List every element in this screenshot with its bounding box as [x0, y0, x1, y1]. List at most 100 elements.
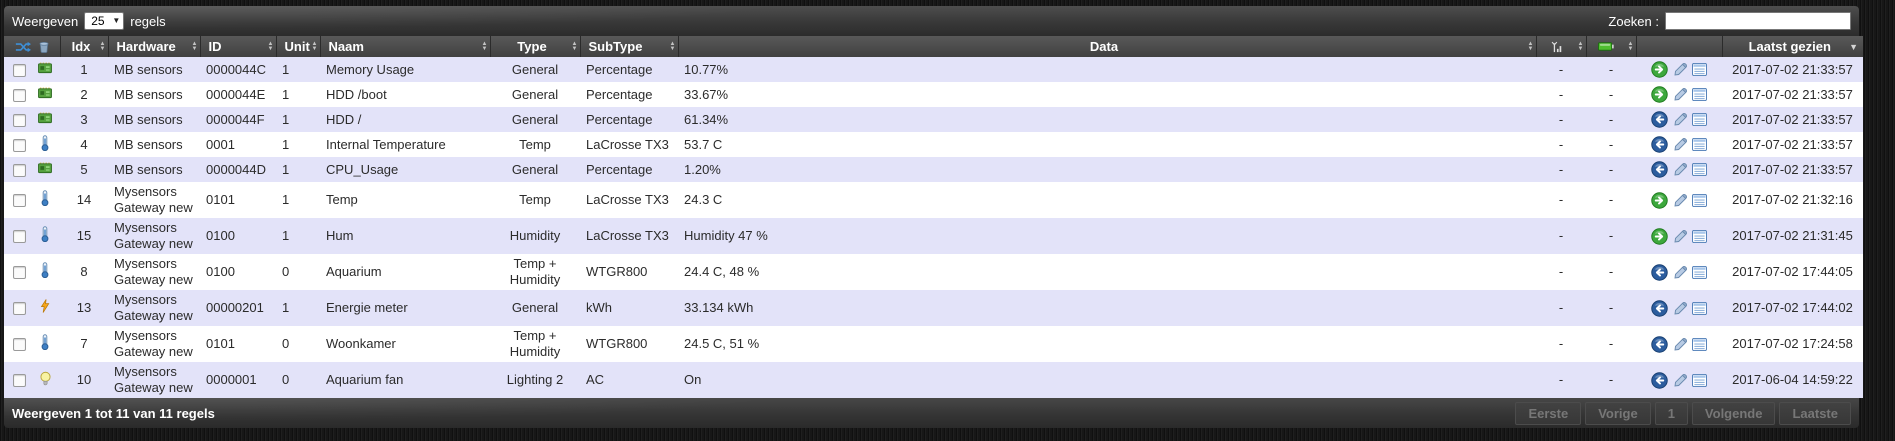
pagination-first-button[interactable]: Eerste [1515, 401, 1582, 425]
log-icon[interactable] [1692, 88, 1708, 102]
table-row[interactable]: 1 MB sensors 0000044C 1 Memory Usage Gen… [4, 57, 1863, 82]
arrow-left-blue-icon[interactable] [1651, 111, 1668, 128]
swap-icon[interactable] [15, 41, 31, 53]
row-checkbox[interactable] [12, 302, 26, 316]
row-checkbox[interactable] [12, 88, 26, 102]
row-checkbox[interactable] [12, 230, 26, 244]
pencil-icon[interactable] [1673, 138, 1687, 151]
column-header-signal[interactable]: ▲ ▼ [1535, 36, 1587, 57]
arrow-left-blue-icon[interactable] [1651, 263, 1668, 281]
rows-label: regels [130, 13, 166, 29]
arrow-left-blue-icon[interactable] [1651, 161, 1668, 178]
column-header-laatst-gezien[interactable]: Laatst gezien ▼ [1721, 36, 1863, 57]
pencil-icon[interactable] [1673, 193, 1687, 207]
table-row[interactable]: 7 Mysensors Gateway new 0101 0 Woonkamer… [4, 326, 1863, 362]
sort-icon: ▲ ▼ [669, 40, 676, 52]
arrow-left-blue-icon[interactable] [1651, 335, 1668, 353]
search-label: Zoeken : [1608, 13, 1659, 29]
log-icon[interactable] [1692, 229, 1708, 243]
cell-battery-level: - [1608, 86, 1614, 102]
table-header-row: Idx ▲ ▼ Hardware ▲ ▼ ID ▲ ▼ Unit ▲ ▼ Naam [4, 36, 1863, 57]
pagination-previous-button[interactable]: Vorige [1585, 401, 1651, 425]
cell-type: General [511, 86, 559, 102]
pencil-icon[interactable] [1673, 113, 1687, 126]
arrow-right-green-icon[interactable] [1651, 61, 1668, 78]
cell-hardware: Mysensors Gateway new [114, 220, 193, 251]
table-row[interactable]: 2 MB sensors 0000044E 1 HDD /boot Genera… [4, 82, 1863, 107]
column-header-type[interactable]: Type ▲ ▼ [489, 36, 581, 57]
cell-unit: 1 [282, 161, 290, 177]
table-row[interactable]: 5 MB sensors 0000044D 1 CPU_Usage Genera… [4, 157, 1863, 182]
cell-signal-level: - [1558, 86, 1564, 102]
column-header-battery[interactable]: ▲ ▼ [1585, 36, 1637, 57]
pencil-icon[interactable] [1673, 63, 1687, 76]
log-icon[interactable] [1692, 63, 1708, 77]
row-checkbox[interactable] [12, 338, 26, 352]
pagination-last-button[interactable]: Laatste [1779, 401, 1851, 425]
cell-type: Temp + Humidity [509, 328, 561, 359]
column-header-id[interactable]: ID ▲ ▼ [199, 36, 277, 57]
log-icon[interactable] [1692, 138, 1708, 152]
table-row[interactable]: 3 MB sensors 0000044F 1 HDD / General Pe… [4, 107, 1863, 132]
table-row[interactable]: 10 Mysensors Gateway new 0000001 0 Aquar… [4, 362, 1863, 398]
table-row[interactable]: 14 Mysensors Gateway new 0101 1 Temp Tem… [4, 182, 1863, 218]
pencil-icon[interactable] [1673, 229, 1687, 243]
pencil-icon[interactable] [1673, 88, 1687, 101]
trash-icon[interactable] [39, 41, 49, 53]
log-icon[interactable] [1692, 193, 1708, 207]
thermometer-icon [40, 334, 50, 350]
column-header-idx[interactable]: Idx ▲ ▼ [59, 36, 109, 57]
row-checkbox[interactable] [12, 266, 26, 280]
log-icon[interactable] [1692, 113, 1708, 127]
pagination-page-1-button[interactable]: 1 [1654, 401, 1688, 425]
log-icon[interactable] [1692, 163, 1708, 177]
cell-idx: 2 [80, 86, 88, 102]
arrow-right-green-icon[interactable] [1651, 227, 1668, 245]
pencil-icon[interactable] [1673, 301, 1687, 315]
column-label: Unit [284, 39, 310, 54]
row-checkbox[interactable] [12, 113, 26, 127]
table-row[interactable]: 8 Mysensors Gateway new 0100 0 Aquarium … [4, 254, 1863, 290]
sort-icon: ▲ ▼ [99, 40, 106, 52]
pencil-icon[interactable] [1673, 163, 1687, 176]
row-checkbox[interactable] [12, 194, 26, 208]
column-header-data[interactable]: Data ▲ ▼ [677, 36, 1537, 57]
column-header-naam[interactable]: Naam ▲ ▼ [319, 36, 491, 57]
cell-naam: Temp [326, 192, 358, 207]
log-icon[interactable] [1692, 265, 1708, 279]
pencil-icon[interactable] [1673, 337, 1687, 351]
log-icon[interactable] [1692, 373, 1708, 387]
log-icon[interactable] [1692, 301, 1708, 315]
cell-naam: Internal Temperature [326, 136, 446, 152]
arrow-right-green-icon[interactable] [1651, 191, 1668, 209]
table-row[interactable]: 15 Mysensors Gateway new 0100 1 Hum Humi… [4, 218, 1863, 254]
row-checkbox[interactable] [12, 138, 26, 152]
cell-signal-level: - [1558, 300, 1564, 315]
cell-battery-level: - [1608, 228, 1614, 243]
row-checkbox[interactable] [12, 63, 26, 77]
pencil-icon[interactable] [1673, 373, 1687, 387]
arrow-left-blue-icon[interactable] [1651, 299, 1668, 317]
row-checkbox[interactable] [12, 163, 26, 177]
cell-id: 0100 [206, 264, 235, 279]
column-header-unit[interactable]: Unit ▲ ▼ [275, 36, 321, 57]
log-icon[interactable] [1692, 337, 1708, 351]
cell-battery-level: - [1608, 111, 1614, 127]
arrow-right-green-icon[interactable] [1651, 86, 1668, 103]
pencil-icon[interactable] [1673, 265, 1687, 279]
row-checkbox[interactable] [12, 374, 26, 388]
cell-hardware: MB sensors [114, 136, 183, 152]
column-header-hardware[interactable]: Hardware ▲ ▼ [107, 36, 201, 57]
cell-unit: 1 [282, 228, 290, 243]
cell-idx: 14 [76, 192, 92, 207]
pagination-next-button[interactable]: Volgende [1691, 401, 1776, 425]
arrow-left-blue-icon[interactable] [1651, 371, 1668, 389]
cell-data: 33.134 kWh [684, 300, 754, 315]
column-header-subtype[interactable]: SubType ▲ ▼ [579, 36, 679, 57]
table-row[interactable]: 4 MB sensors 0001 1 Internal Temperature… [4, 132, 1863, 157]
search-input[interactable] [1665, 12, 1851, 30]
table-row[interactable]: 13 Mysensors Gateway new 00000201 1 Ener… [4, 290, 1863, 326]
cell-battery-level: - [1608, 300, 1614, 315]
page-size-select[interactable]: 25 ▼ [84, 12, 125, 30]
arrow-left-blue-icon[interactable] [1651, 136, 1668, 153]
